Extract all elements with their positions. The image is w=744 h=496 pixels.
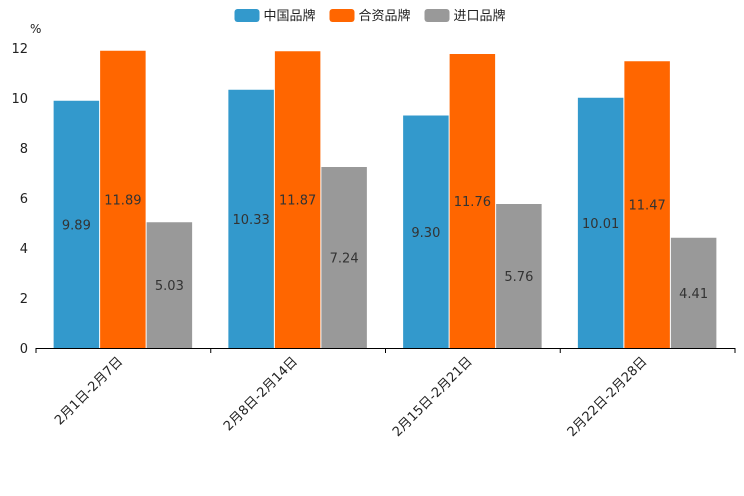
data-label: 4.41 xyxy=(679,287,708,302)
bar-1-4 xyxy=(577,97,624,348)
data-label: 9.30 xyxy=(411,226,440,241)
data-label: 5.76 xyxy=(504,270,533,285)
bar-3-1 xyxy=(146,222,193,348)
legend-label: 进口品牌 xyxy=(454,8,506,24)
y-tick-label: 8 xyxy=(20,142,28,157)
bar-3-3 xyxy=(496,204,542,348)
data-label: 10.33 xyxy=(233,213,270,228)
x-category-label: 2月22日-2月28日 xyxy=(565,354,651,440)
data-label: 10.01 xyxy=(582,217,619,232)
bar-2-3 xyxy=(449,54,496,348)
x-category-label: 2月15日-2月21日 xyxy=(390,354,476,440)
legend-label: 中国品牌 xyxy=(264,8,316,24)
bar-3-4 xyxy=(670,237,717,348)
data-label: 7.24 xyxy=(330,252,359,267)
y-tick-label: 12 xyxy=(11,42,28,57)
bars-group: 9.89 10.33 9.30 10.01 11.89 11.87 11.76 11.47 5.… xyxy=(53,50,717,348)
y-axis-unit-label: % xyxy=(30,22,41,36)
x-category-label: 2月8日-2月14日 xyxy=(221,354,301,434)
chart-legend: 中国品牌 合资品牌 进口品牌 xyxy=(234,8,506,24)
legend-swatch xyxy=(329,9,355,22)
data-label: 5.03 xyxy=(155,279,184,294)
y-axis: 0 2 4 6 8 10 12 xyxy=(11,42,28,357)
y-tick-label: 0 xyxy=(20,342,28,357)
y-tick-label: 6 xyxy=(20,192,28,207)
x-axis: 2月1日-2月7日 2月8日-2月14日 2月15日-2月21日 2月22日-2月28… xyxy=(35,348,736,440)
legend-swatch xyxy=(234,9,260,22)
y-tick-label: 10 xyxy=(11,92,28,107)
data-label: 11.47 xyxy=(629,199,666,214)
x-category-label: 2月1日-2月7日 xyxy=(52,354,126,428)
y-tick-label: 2 xyxy=(20,292,28,307)
data-label: 9.89 xyxy=(62,218,91,233)
bar-2-1 xyxy=(100,50,146,348)
y-tick-label: 4 xyxy=(20,242,28,257)
bar-2-4 xyxy=(624,61,670,348)
bar-2-2 xyxy=(274,51,321,348)
bar-1-1 xyxy=(53,100,100,348)
legend-label: 合资品牌 xyxy=(359,8,411,24)
bar-3-2 xyxy=(321,167,367,348)
data-label: 11.76 xyxy=(454,195,491,210)
bar-1-2 xyxy=(228,89,274,348)
legend-swatch xyxy=(424,9,450,22)
data-label: 11.87 xyxy=(279,194,316,209)
bar-1-3 xyxy=(403,115,449,348)
data-label: 11.89 xyxy=(104,193,141,208)
